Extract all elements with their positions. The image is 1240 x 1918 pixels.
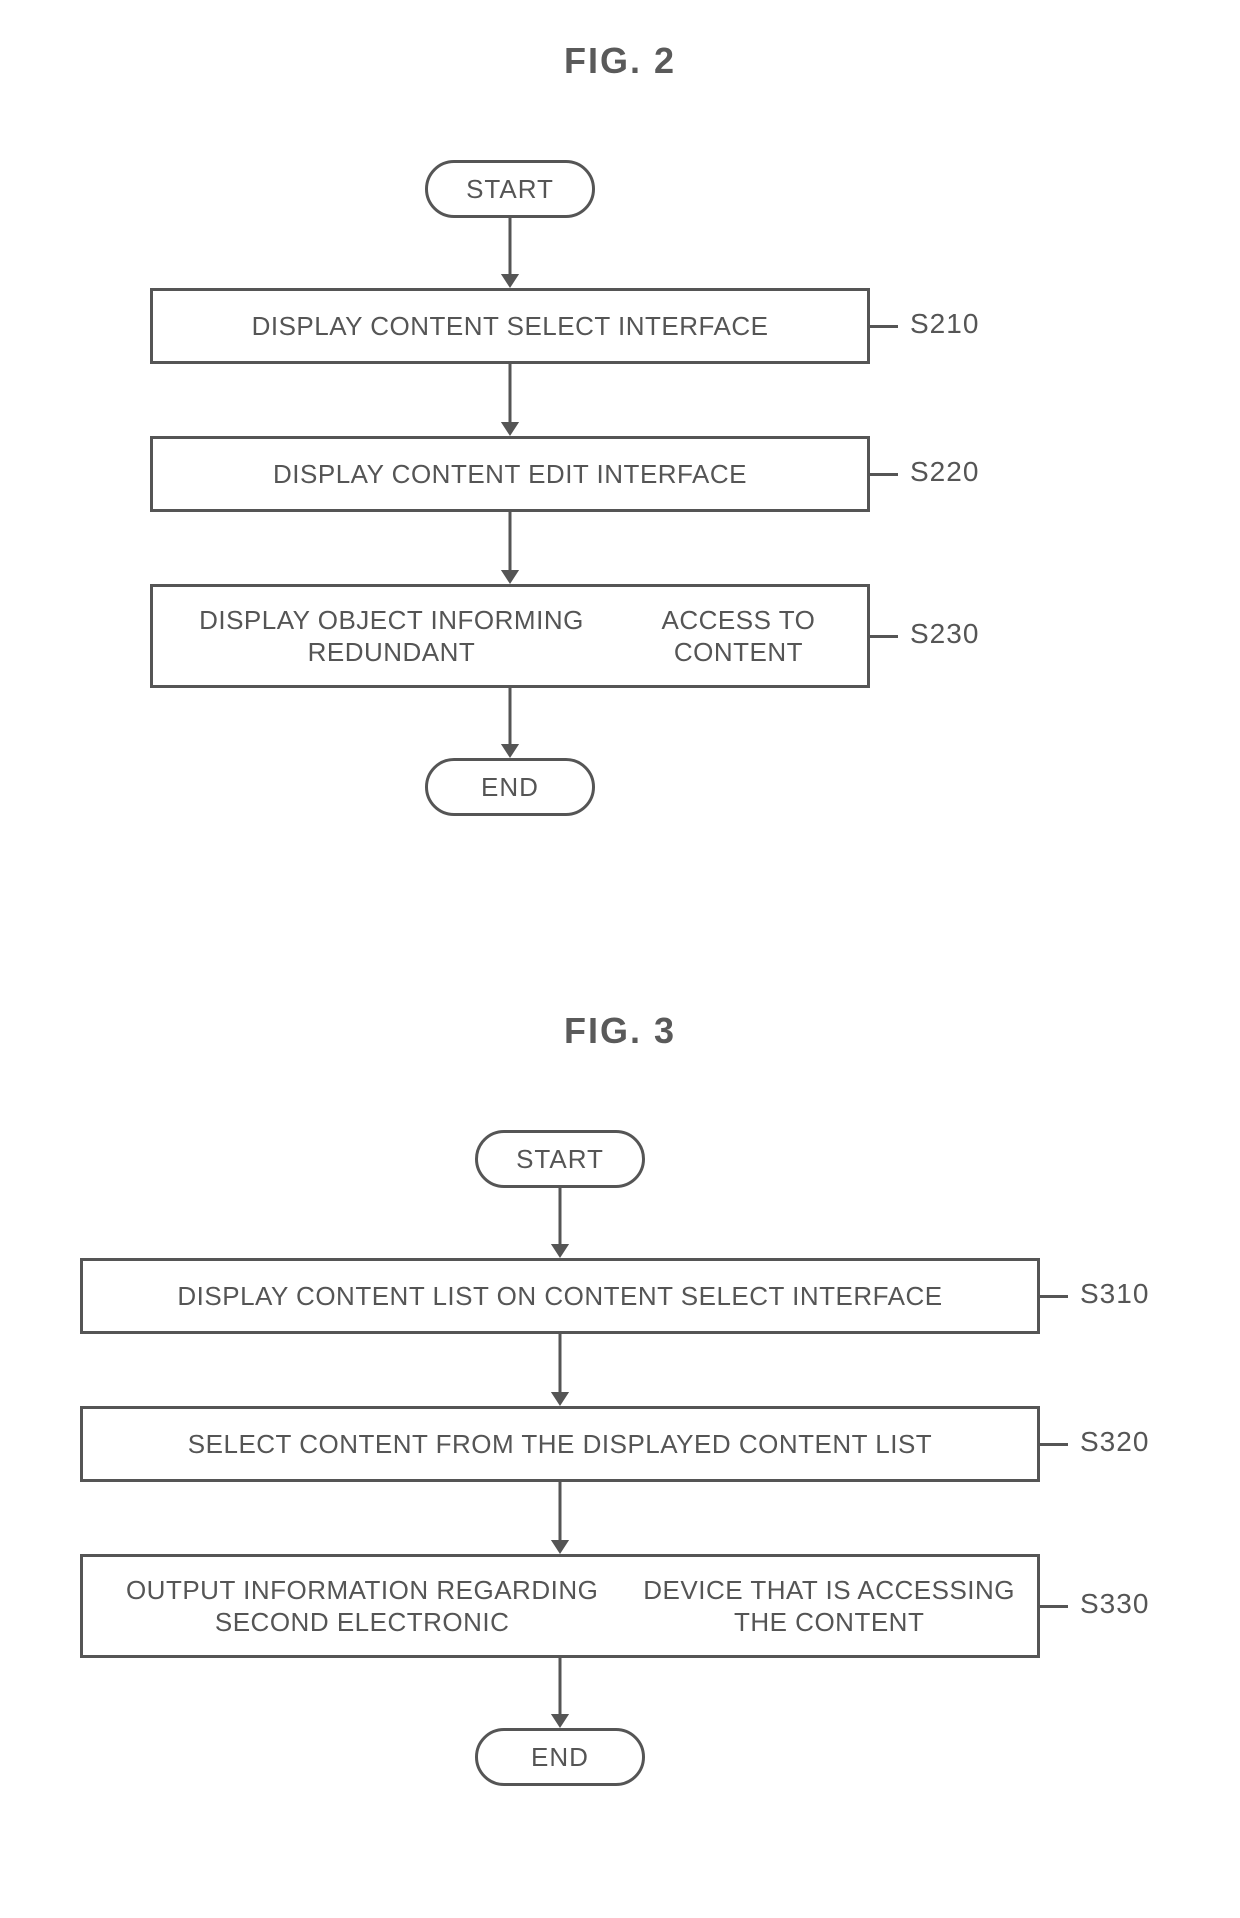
process-step: SELECT CONTENT FROM THE DISPLAYED CONTEN… xyxy=(80,1406,1040,1482)
end-terminator: END xyxy=(425,758,595,816)
arrowhead-icon xyxy=(551,1540,569,1554)
flowchart: START DISPLAY CONTENT LIST ON CONTENT SEL… xyxy=(0,1130,1240,1870)
process-step-text: DISPLAY CONTENT LIST ON CONTENT SELECT I… xyxy=(177,1280,942,1313)
process-step: OUTPUT INFORMATION REGARDING SECOND ELEC… xyxy=(80,1554,1040,1658)
figure-title: FIG. 3 xyxy=(0,1010,1240,1052)
figure-title: FIG. 2 xyxy=(0,40,1240,82)
start-terminator: START xyxy=(425,160,595,218)
step-label: S210 xyxy=(910,308,979,340)
arrowhead-icon xyxy=(501,422,519,436)
process-step-text: DISPLAY OBJECT INFORMING REDUNDANT xyxy=(163,604,620,669)
process-step: DISPLAY CONTENT LIST ON CONTENT SELECT I… xyxy=(80,1258,1040,1334)
arrowhead-icon xyxy=(551,1714,569,1728)
process-step-text: DEVICE THAT IS ACCESSING THE CONTENT xyxy=(631,1574,1027,1639)
process-step: DISPLAY CONTENT SELECT INTERFACE xyxy=(150,288,870,364)
start-terminator: START xyxy=(475,1130,645,1188)
label-connector xyxy=(1040,1295,1068,1298)
process-step-text: DISPLAY CONTENT SELECT INTERFACE xyxy=(252,310,769,343)
arrowhead-icon xyxy=(501,570,519,584)
page: FIG. 2 START DISPLAY CONTENT SELECT INTERF… xyxy=(0,0,1240,1918)
arrowhead-icon xyxy=(501,274,519,288)
end-terminator: END xyxy=(475,1728,645,1786)
arrowhead-icon xyxy=(551,1392,569,1406)
step-label: S310 xyxy=(1080,1278,1149,1310)
process-step-text: ACCESS TO CONTENT xyxy=(620,604,857,669)
arrowhead-icon xyxy=(551,1244,569,1258)
process-step: DISPLAY OBJECT INFORMING REDUNDANTACCESS… xyxy=(150,584,870,688)
arrow-layer xyxy=(0,160,1240,880)
step-label: S330 xyxy=(1080,1588,1149,1620)
process-step: DISPLAY CONTENT EDIT INTERFACE xyxy=(150,436,870,512)
step-label: S220 xyxy=(910,456,979,488)
process-step-text: OUTPUT INFORMATION REGARDING SECOND ELEC… xyxy=(93,1574,631,1639)
label-connector xyxy=(870,635,898,638)
label-connector xyxy=(1040,1443,1068,1446)
process-step-text: SELECT CONTENT FROM THE DISPLAYED CONTEN… xyxy=(188,1428,932,1461)
flowchart: START DISPLAY CONTENT SELECT INTERFACE S21… xyxy=(0,160,1240,880)
label-connector xyxy=(870,473,898,476)
step-label: S320 xyxy=(1080,1426,1149,1458)
arrowhead-icon xyxy=(501,744,519,758)
label-connector xyxy=(1040,1605,1068,1608)
process-step-text: DISPLAY CONTENT EDIT INTERFACE xyxy=(273,458,747,491)
step-label: S230 xyxy=(910,618,979,650)
label-connector xyxy=(870,325,898,328)
